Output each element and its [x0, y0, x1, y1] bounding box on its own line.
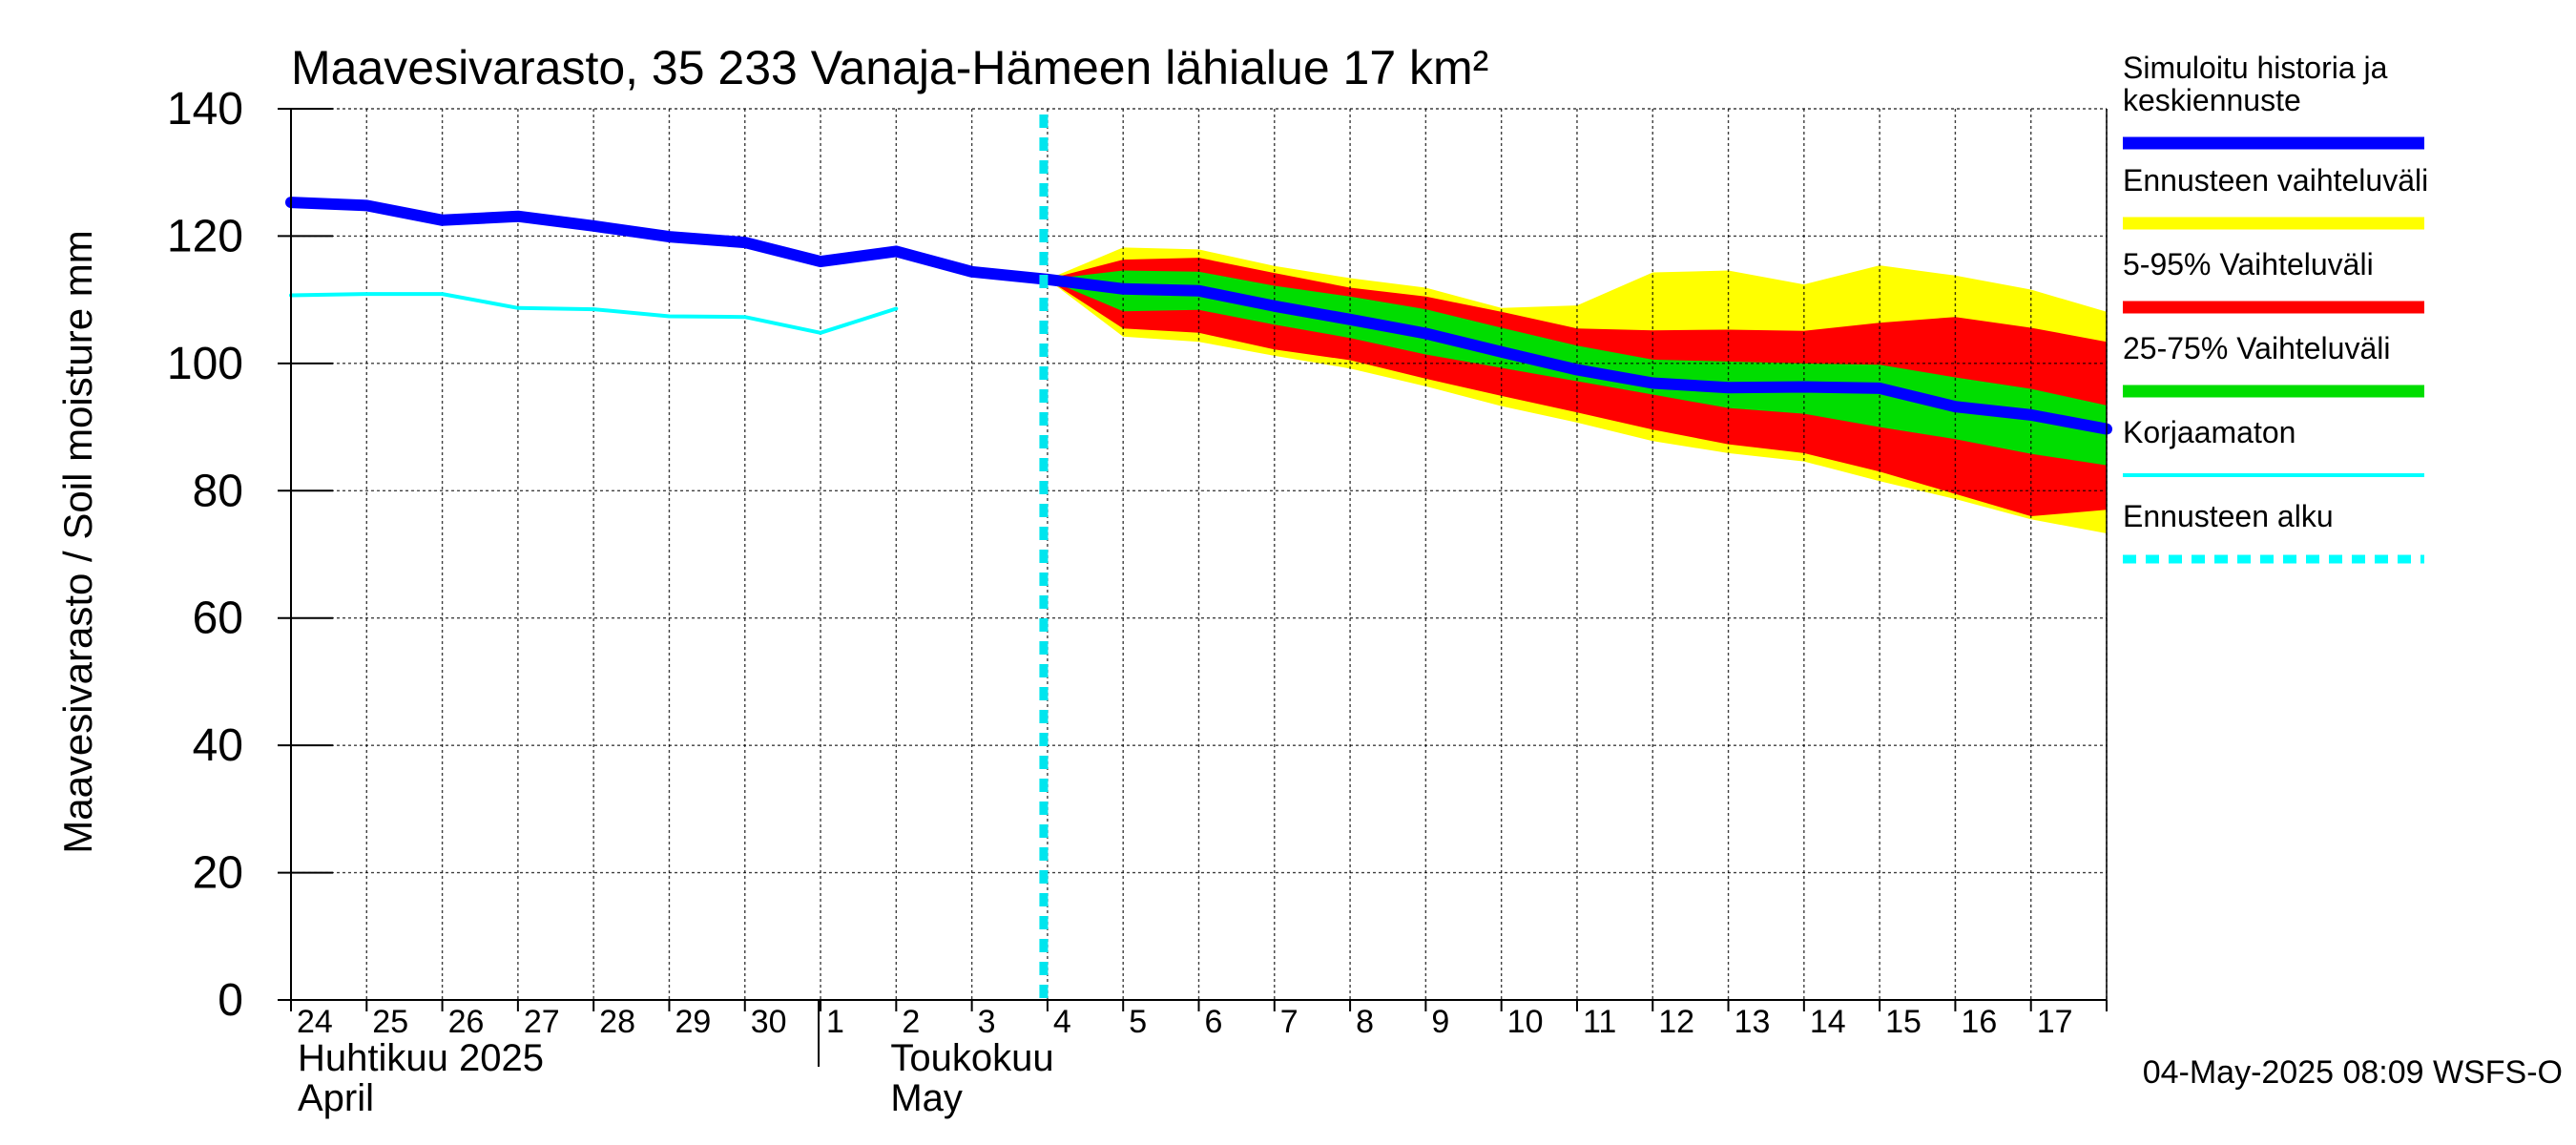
- month-label-may-fi: Toukokuu: [890, 1037, 1053, 1079]
- x-tick-label: 28: [599, 1004, 635, 1040]
- x-tick-label: 16: [1961, 1004, 1997, 1040]
- x-tick-label: 9: [1431, 1004, 1449, 1040]
- x-tick-label: 7: [1280, 1004, 1298, 1040]
- y-tick-label: 80: [193, 466, 243, 516]
- x-tick-label: 17: [2037, 1004, 2073, 1040]
- y-tick-label: 60: [193, 593, 243, 644]
- x-tick-label: 8: [1356, 1004, 1374, 1040]
- y-tick-label: 20: [193, 848, 243, 899]
- x-tick-label: 4: [1053, 1004, 1071, 1040]
- x-tick-label: 13: [1735, 1004, 1771, 1040]
- x-tick-label: 10: [1507, 1004, 1544, 1040]
- x-tick-label: 5: [1129, 1004, 1147, 1040]
- y-tick-label: 120: [167, 211, 243, 261]
- legend-label: Simuloitu historia ja: [2123, 51, 2388, 85]
- x-tick-label: 11: [1583, 1004, 1616, 1040]
- grid: [290, 108, 2108, 1001]
- legend-label: Ennusteen vaihteluväli: [2123, 163, 2428, 198]
- series-lines: [285, 114, 2112, 1000]
- x-tick-label: 1: [826, 1004, 844, 1040]
- timestamp: 04-May-2025 08:09 WSFS-O: [2142, 1054, 2563, 1091]
- month-label-april-fi: Huhtikuu 2025: [298, 1037, 544, 1079]
- x-tick-label: 15: [1885, 1004, 1922, 1040]
- month-label-april-en: April: [298, 1077, 374, 1119]
- x-tick-label: 3: [978, 1004, 996, 1040]
- x-tick-label: 12: [1658, 1004, 1694, 1040]
- series-line-simulated: [285, 197, 2112, 435]
- x-tick-label: 30: [751, 1004, 787, 1040]
- x-tick-label: 25: [372, 1004, 408, 1040]
- y-tick-label: 100: [167, 339, 243, 389]
- month-label-may-en: May: [890, 1077, 963, 1119]
- x-tick-label: 2: [902, 1004, 920, 1040]
- x-tick-label: 14: [1810, 1004, 1846, 1040]
- x-tick-label: 27: [524, 1004, 560, 1040]
- y-tick-label: 0: [218, 975, 243, 1026]
- x-tick-label: 6: [1205, 1004, 1223, 1040]
- x-tick-label: 29: [675, 1004, 711, 1040]
- legend-label: 5-95% Vaihteluväli: [2123, 247, 2374, 281]
- y-axis-label: Maavesivarasto / Soil moisture mm: [55, 230, 100, 854]
- y-tick-label: 140: [167, 84, 243, 135]
- legend-label: 25-75% Vaihteluväli: [2123, 331, 2390, 365]
- chart-title: Maavesivarasto, 35 233 Vanaja-Hämeen läh…: [291, 41, 1488, 94]
- series-line-uncorrected: [289, 292, 899, 335]
- legend-label: keskiennuste: [2123, 83, 2301, 117]
- x-tick-label: 24: [297, 1004, 333, 1040]
- legend-label: Korjaamaton: [2123, 415, 2296, 449]
- y-tick-label: 40: [193, 720, 243, 771]
- x-tick-label: 26: [448, 1004, 485, 1040]
- legend-label: Ennusteen alku: [2123, 499, 2334, 533]
